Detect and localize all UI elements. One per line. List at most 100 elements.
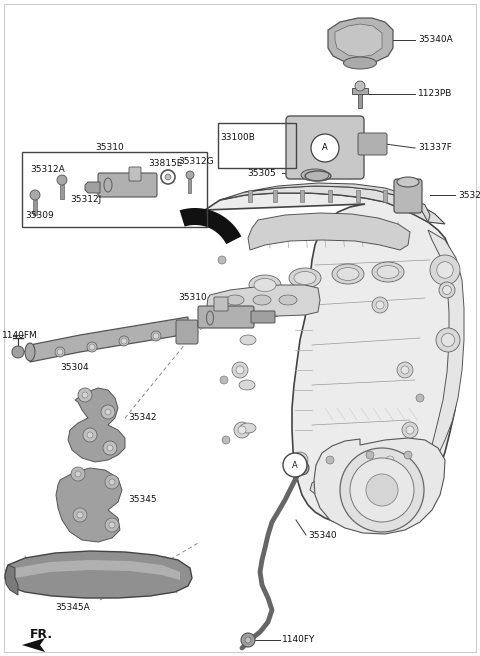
Circle shape (245, 637, 251, 643)
Circle shape (222, 436, 230, 444)
Circle shape (292, 452, 308, 468)
Circle shape (355, 81, 365, 91)
Circle shape (109, 479, 115, 485)
Ellipse shape (87, 342, 97, 352)
Circle shape (186, 171, 194, 179)
Circle shape (221, 316, 229, 324)
Circle shape (397, 362, 413, 378)
Ellipse shape (240, 335, 256, 345)
Ellipse shape (279, 295, 297, 305)
Circle shape (220, 376, 228, 384)
Circle shape (82, 392, 88, 398)
Ellipse shape (55, 347, 65, 357)
Circle shape (236, 366, 244, 374)
Ellipse shape (372, 262, 404, 282)
Ellipse shape (240, 423, 256, 433)
Circle shape (350, 458, 414, 522)
Polygon shape (205, 193, 460, 527)
Bar (356, 190, 360, 202)
Text: 35312A: 35312A (30, 165, 65, 174)
Polygon shape (310, 468, 418, 510)
Circle shape (103, 441, 117, 455)
Polygon shape (5, 551, 192, 598)
Polygon shape (5, 565, 18, 595)
FancyBboxPatch shape (358, 133, 387, 155)
Circle shape (165, 174, 171, 180)
Polygon shape (85, 182, 100, 193)
Ellipse shape (337, 268, 359, 281)
Polygon shape (56, 468, 122, 542)
Circle shape (296, 456, 304, 464)
Polygon shape (220, 186, 445, 224)
Text: 33815E: 33815E (148, 159, 182, 167)
Polygon shape (335, 24, 382, 57)
Ellipse shape (254, 279, 276, 291)
Ellipse shape (301, 169, 329, 181)
FancyBboxPatch shape (214, 297, 228, 311)
Circle shape (326, 456, 334, 464)
Polygon shape (22, 638, 45, 652)
Circle shape (406, 426, 414, 434)
Text: 1123PB: 1123PB (418, 89, 452, 98)
Polygon shape (428, 230, 464, 455)
Circle shape (109, 522, 115, 528)
Circle shape (295, 461, 309, 475)
Circle shape (382, 452, 398, 468)
FancyBboxPatch shape (129, 167, 141, 181)
Text: 1140FY: 1140FY (282, 636, 315, 644)
Circle shape (105, 409, 111, 415)
Ellipse shape (239, 380, 255, 390)
Circle shape (241, 633, 255, 647)
Text: 35310: 35310 (178, 293, 207, 302)
Text: A: A (322, 144, 328, 152)
Bar (248, 190, 252, 202)
Bar (352, 88, 368, 94)
Circle shape (75, 471, 81, 477)
FancyBboxPatch shape (394, 179, 422, 213)
Circle shape (439, 282, 455, 298)
Circle shape (401, 366, 409, 374)
Circle shape (227, 302, 243, 318)
Circle shape (101, 405, 115, 419)
Polygon shape (314, 438, 445, 534)
Text: 35340A: 35340A (418, 35, 453, 45)
Circle shape (232, 362, 248, 378)
Ellipse shape (151, 331, 161, 341)
Circle shape (57, 175, 67, 185)
FancyBboxPatch shape (286, 116, 364, 179)
FancyBboxPatch shape (198, 306, 254, 328)
Ellipse shape (249, 275, 281, 295)
Circle shape (283, 453, 307, 477)
Polygon shape (180, 208, 241, 244)
Circle shape (436, 328, 460, 352)
Polygon shape (30, 317, 188, 362)
Circle shape (83, 428, 97, 442)
Circle shape (340, 448, 424, 532)
Polygon shape (248, 213, 410, 250)
Text: 35325D: 35325D (458, 190, 480, 199)
Circle shape (12, 346, 24, 358)
Bar (406, 190, 410, 202)
Text: FR.: FR. (30, 628, 53, 642)
Circle shape (402, 422, 418, 438)
Circle shape (372, 297, 388, 313)
Circle shape (366, 451, 374, 459)
Polygon shape (68, 388, 125, 462)
Bar (273, 190, 277, 202)
Circle shape (153, 333, 159, 339)
Circle shape (311, 134, 339, 162)
Circle shape (73, 508, 87, 522)
Circle shape (77, 512, 83, 518)
Text: 35342: 35342 (128, 413, 156, 422)
Ellipse shape (242, 290, 258, 300)
Text: 35340: 35340 (308, 531, 336, 539)
Bar (383, 190, 387, 202)
Circle shape (121, 338, 127, 344)
Text: 1140FM: 1140FM (2, 331, 38, 340)
Bar (300, 190, 304, 202)
Text: 35345A: 35345A (55, 604, 90, 613)
Ellipse shape (226, 295, 244, 305)
Ellipse shape (25, 343, 35, 361)
Circle shape (78, 388, 92, 402)
Circle shape (404, 451, 412, 459)
